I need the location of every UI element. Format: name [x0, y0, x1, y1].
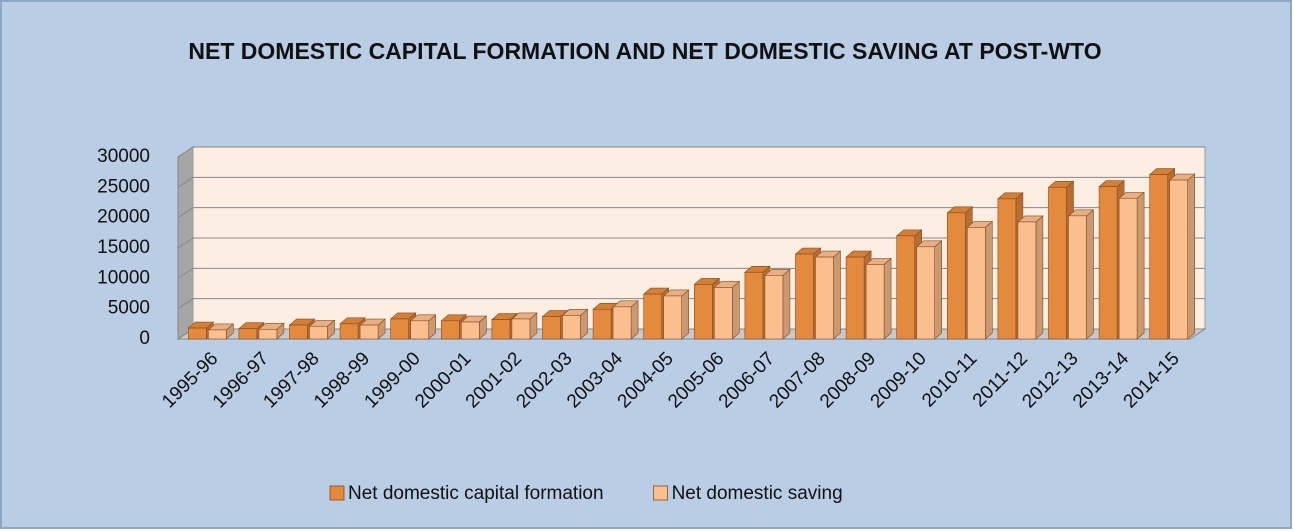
bar — [997, 198, 1017, 340]
grid-line — [177, 237, 1205, 249]
bar — [1048, 187, 1067, 340]
bar-side — [833, 250, 841, 340]
bar — [693, 284, 713, 340]
bar-side — [681, 289, 690, 340]
legend-label: Net domestic saving — [672, 483, 843, 504]
bar — [643, 293, 663, 340]
bar — [339, 323, 359, 340]
bar — [511, 318, 531, 340]
bar — [208, 329, 227, 340]
bar — [309, 325, 328, 340]
bar-side — [934, 240, 943, 340]
bar — [966, 227, 986, 340]
grid-line — [177, 207, 1205, 219]
bar — [1149, 174, 1168, 340]
bar — [612, 306, 632, 340]
bar — [713, 287, 733, 340]
bar-side — [1086, 209, 1094, 340]
legend-swatch — [653, 485, 668, 501]
y-tick-label: 15000 — [97, 237, 150, 258]
grid-line — [177, 176, 1205, 188]
bar-side — [1136, 191, 1145, 340]
bar — [562, 315, 581, 340]
bar — [764, 274, 784, 340]
bar — [896, 235, 916, 340]
y-tick-label: 0 — [139, 328, 150, 349]
bar-side — [731, 280, 740, 340]
bar — [946, 212, 966, 340]
bar-side — [1035, 215, 1044, 340]
bar — [1068, 215, 1087, 340]
bar — [491, 319, 511, 340]
bar — [1169, 179, 1188, 340]
bar — [188, 327, 207, 340]
bar — [916, 246, 936, 340]
bar — [238, 328, 258, 340]
bar — [815, 256, 834, 340]
bar — [289, 324, 308, 340]
bar — [663, 295, 683, 340]
bar — [1017, 221, 1037, 340]
bar-side — [782, 268, 791, 340]
bar — [1118, 197, 1138, 340]
legend-swatch — [329, 485, 345, 501]
bar-side — [883, 257, 892, 340]
grid-line — [177, 146, 1205, 158]
bar — [258, 328, 278, 340]
bar — [865, 264, 885, 340]
y-tick-label: 30000 — [97, 146, 150, 167]
bar-side — [630, 300, 639, 340]
legend-label: Net domestic capital formation — [348, 483, 604, 504]
bar — [460, 321, 480, 340]
bar-side — [1187, 173, 1195, 340]
chart-title: NET DOMESTIC CAPITAL FORMATION AND NET D… — [188, 38, 1102, 64]
y-tick-label: 10000 — [97, 267, 150, 288]
bar — [390, 318, 410, 340]
y-tick-label: 5000 — [108, 298, 150, 319]
bar — [592, 308, 612, 340]
bar — [359, 324, 379, 340]
bar — [410, 320, 430, 340]
y-tick-label: 25000 — [97, 176, 150, 197]
y-tick-label: 20000 — [97, 207, 150, 228]
bar — [542, 316, 561, 340]
bar-side — [984, 220, 993, 340]
bar — [845, 256, 865, 340]
bar — [1098, 186, 1118, 340]
bar — [744, 271, 764, 340]
bar — [440, 320, 460, 340]
bar — [795, 253, 814, 340]
